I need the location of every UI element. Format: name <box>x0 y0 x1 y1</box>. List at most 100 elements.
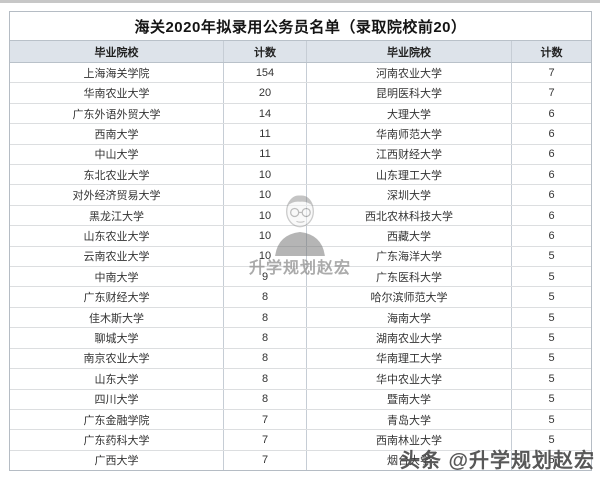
column-header-school-left: 毕业院校 <box>10 41 224 62</box>
cell-count-left: 154 <box>224 63 307 83</box>
table-row: 西南大学 11 华南师范大学 6 <box>10 123 591 144</box>
cell-count-right: 6 <box>548 127 555 140</box>
table-row: 中山大学 11 江西财经大学 6 <box>10 143 591 165</box>
cell-school-left: 上海海关学院 <box>10 63 224 83</box>
cell-count-left: 7 <box>224 409 307 430</box>
table-row: 广东财经大学 8 哈尔滨师范大学 5 <box>10 286 591 307</box>
cell-count-right: 5 <box>548 291 555 304</box>
cell-school-right: 暨南大学 <box>307 389 512 409</box>
cell-school-left: 四川大学 <box>10 389 224 409</box>
cell-count-left: 8 <box>224 287 307 307</box>
cell-school-left: 佳木斯大学 <box>10 307 224 328</box>
table-row: 广东药科大学 7 西南林业大学 5 <box>10 429 591 450</box>
cell-count-left: 8 <box>224 369 307 389</box>
cell-count-right: 5 <box>548 270 555 283</box>
table-row: 佳木斯大学 8 海南大学 5 <box>10 306 591 328</box>
cell-count-left: 14 <box>224 103 307 124</box>
cell-count-left: 10 <box>224 185 307 205</box>
cell-school-right: 湖南农业大学 <box>307 328 512 348</box>
cell-count-right: 5 <box>548 434 555 447</box>
cell-school-right: 河南农业大学 <box>307 63 512 83</box>
cell-school-left: 东北农业大学 <box>10 165 224 185</box>
cell-school-right: 青岛大学 <box>307 409 512 430</box>
cell-school-right: 西北农林科技大学 <box>307 205 512 226</box>
cell-count-left: 9 <box>224 267 307 287</box>
table-row: 黑龙江大学 10 西北农林科技大学 6 <box>10 204 591 226</box>
cell-school-left: 云南农业大学 <box>10 246 224 267</box>
cell-school-left: 中南大学 <box>10 267 224 287</box>
cell-count-right: 6 <box>548 229 555 242</box>
cell-school-left: 中山大学 <box>10 144 224 165</box>
cell-school-left: 广东药科大学 <box>10 430 224 450</box>
cell-count-left: 10 <box>224 165 307 185</box>
cell-school-right: 昆明医科大学 <box>307 83 512 103</box>
cell-school-left: 广东财经大学 <box>10 287 224 307</box>
cell-count-right: 7 <box>548 87 555 100</box>
cell-count-left: 7 <box>224 430 307 450</box>
table-row: 上海海关学院 154 河南农业大学 7 <box>10 63 591 83</box>
cell-count-left: 20 <box>224 83 307 103</box>
table-row: 山东大学 8 华中农业大学 5 <box>10 368 591 389</box>
table-title: 海关2020年拟录用公务员名单（录取院校前20） <box>10 12 591 41</box>
cell-school-left: 广东金融学院 <box>10 409 224 430</box>
table-row: 中南大学 9 广东医科大学 5 <box>10 266 591 287</box>
cell-school-right: 大理大学 <box>307 103 512 124</box>
cell-count-left: 8 <box>224 328 307 348</box>
table-row: 云南农业大学 10 广东海洋大学 5 <box>10 245 591 267</box>
cell-count-right: 5 <box>548 250 555 263</box>
table-row: 山东农业大学 10 西藏大学 6 <box>10 225 591 246</box>
table-row: 东北农业大学 10 山东理工大学 6 <box>10 164 591 185</box>
cell-school-right: 海南大学 <box>307 307 512 328</box>
cell-school-left: 黑龙江大学 <box>10 205 224 226</box>
cell-school-left: 广东外语外贸大学 <box>10 103 224 124</box>
cell-school-left: 山东大学 <box>10 369 224 389</box>
table-body: 上海海关学院 154 河南农业大学 7 华南农业大学 20 昆明医科大学 7 广东外语外贸大学 1… <box>10 63 591 471</box>
column-header-school-right: 毕业院校 <box>307 41 512 62</box>
cell-count-left: 8 <box>224 307 307 328</box>
cell-count-right: 6 <box>548 189 555 202</box>
cell-count-right: 5 <box>548 311 555 324</box>
cell-school-left: 南京农业大学 <box>10 348 224 369</box>
cell-school-left: 广西大学 <box>10 450 224 471</box>
recruitment-table: 海关2020年拟录用公务员名单（录取院校前20） 毕业院校 计数 毕业院校 计数… <box>9 11 592 471</box>
cell-school-right: 华中农业大学 <box>307 369 512 389</box>
cell-count-right: 6 <box>548 148 555 161</box>
cell-school-left: 对外经济贸易大学 <box>10 185 224 205</box>
cell-school-right: 华南理工大学 <box>307 348 512 369</box>
cell-count-left: 8 <box>224 348 307 369</box>
cell-count-left: 10 <box>224 226 307 246</box>
cell-count-right: 6 <box>548 209 555 222</box>
cell-school-right: 华南师范大学 <box>307 124 512 144</box>
table-row: 广东金融学院 7 青岛大学 5 <box>10 408 591 430</box>
cell-school-right: 哈尔滨师范大学 <box>307 287 512 307</box>
cell-count-right: 5 <box>548 413 555 426</box>
table-row: 南京农业大学 8 华南理工大学 5 <box>10 347 591 369</box>
cell-count-right: 5 <box>548 372 555 385</box>
cell-school-right: 江西财经大学 <box>307 144 512 165</box>
table-row: 对外经济贸易大学 10 深圳大学 6 <box>10 184 591 205</box>
cell-school-right: 烟台大学 <box>307 450 512 471</box>
cell-count-right: 6 <box>548 107 555 120</box>
cell-count-right: 5 <box>548 352 555 365</box>
column-header-count-right: 计数 <box>540 46 563 59</box>
cell-school-left: 聊城大学 <box>10 328 224 348</box>
cell-school-right: 深圳大学 <box>307 185 512 205</box>
table-row: 聊城大学 8 湖南农业大学 5 <box>10 327 591 348</box>
table-row: 广东外语外贸大学 14 大理大学 6 <box>10 102 591 124</box>
cell-school-right: 山东理工大学 <box>307 165 512 185</box>
cell-count-right: 5 <box>548 331 555 344</box>
cell-school-left: 华南农业大学 <box>10 83 224 103</box>
cell-school-left: 西南大学 <box>10 124 224 144</box>
cell-count-right: 5 <box>548 393 555 406</box>
cell-school-right: 西南林业大学 <box>307 430 512 450</box>
watermark-bottom-right: 头条 @升学规划赵宏 <box>399 450 595 472</box>
cell-school-right: 西藏大学 <box>307 226 512 246</box>
cell-school-right: 广东海洋大学 <box>307 246 512 267</box>
cell-count-right: 5 <box>548 454 555 467</box>
table-row: 广西大学 7 烟台大学 5 <box>10 449 591 471</box>
column-header-count-left: 计数 <box>224 41 307 62</box>
cell-count-left: 8 <box>224 389 307 409</box>
cell-count-left: 7 <box>224 450 307 471</box>
cell-count-left: 10 <box>224 205 307 226</box>
table-row: 华南农业大学 20 昆明医科大学 7 <box>10 82 591 103</box>
